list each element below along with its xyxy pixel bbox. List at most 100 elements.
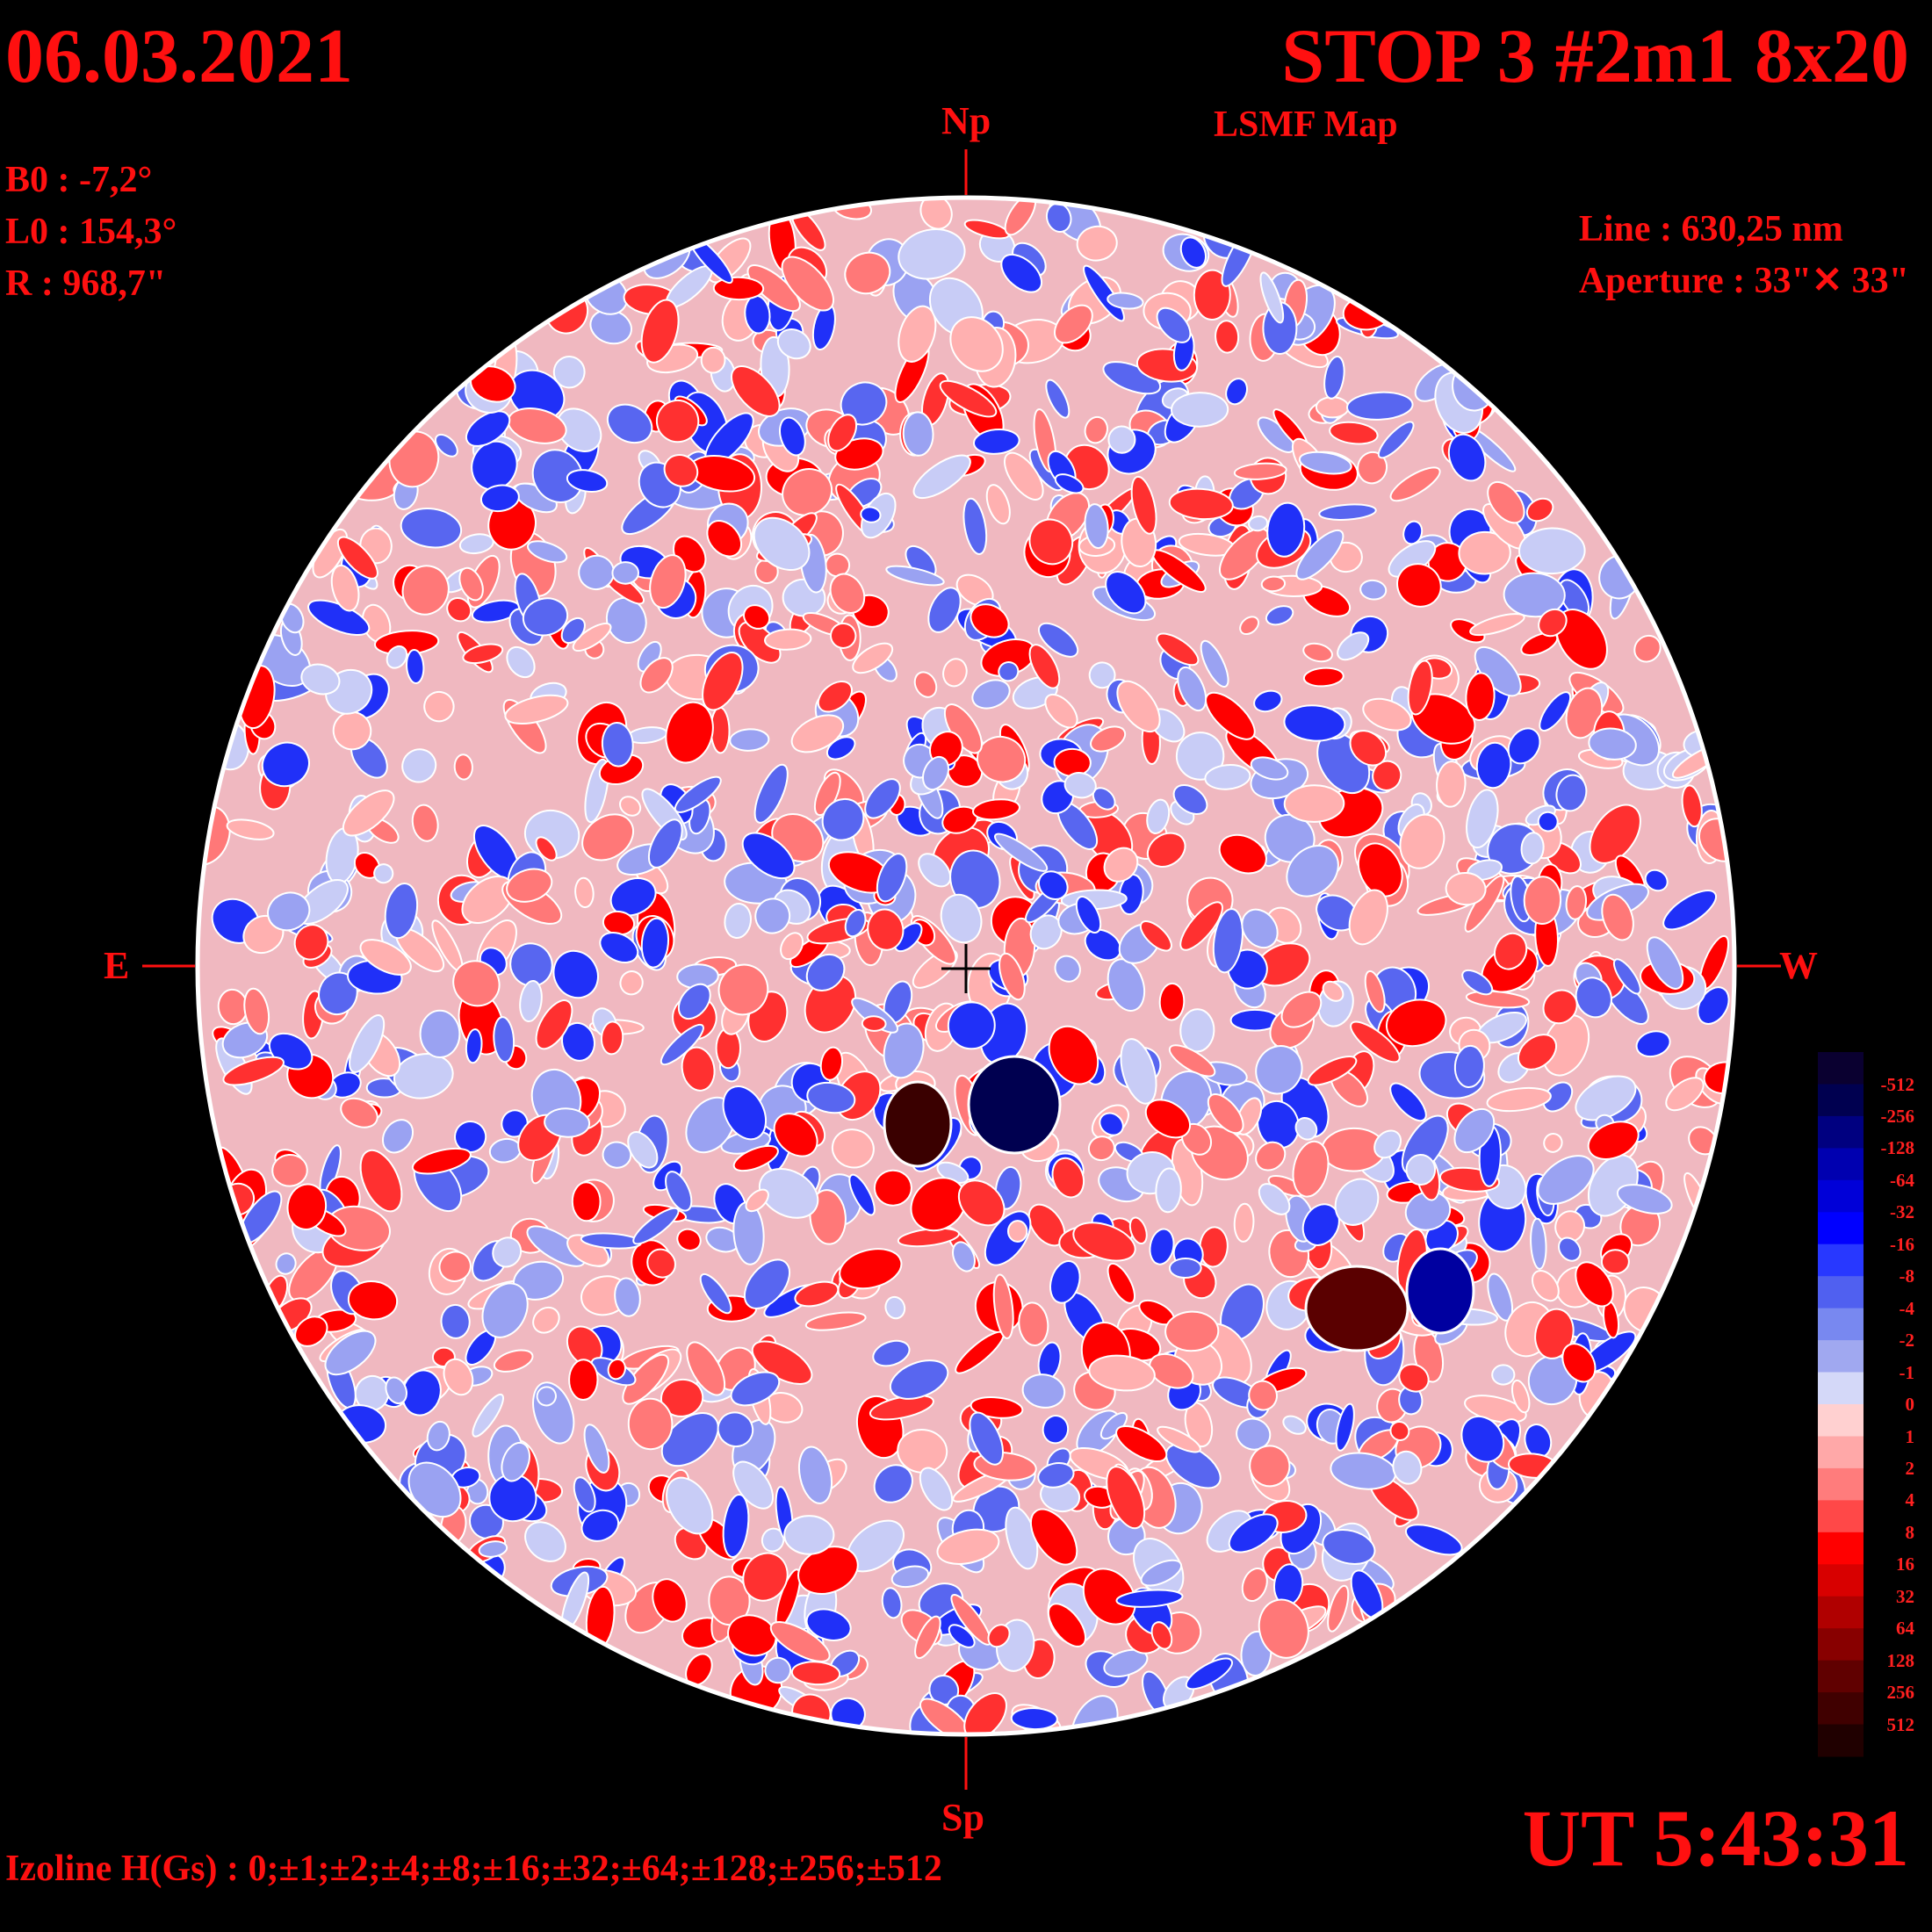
field-patch xyxy=(919,1698,971,1734)
field-patch xyxy=(1076,225,1118,262)
map-title: STOP 3 #2m1 8x20 xyxy=(1281,14,1909,99)
field-patch xyxy=(1507,727,1541,765)
field-patch xyxy=(1258,1183,1291,1215)
field-patch xyxy=(861,1015,887,1032)
field-patch xyxy=(1239,616,1260,636)
field-patch xyxy=(492,1236,523,1268)
field-patch xyxy=(572,622,612,652)
scale-label: -8 xyxy=(1899,1265,1915,1287)
field-patch xyxy=(627,1131,659,1169)
field-patch xyxy=(465,410,511,447)
field-patch xyxy=(1538,608,1568,638)
field-patch xyxy=(471,440,518,491)
west-label: W xyxy=(1779,944,1818,987)
scale-swatch xyxy=(1818,1660,1864,1693)
field-patch xyxy=(1302,642,1333,663)
field-patch xyxy=(504,694,569,725)
field-patch xyxy=(1398,1363,1430,1393)
field-patch xyxy=(873,1169,912,1207)
scale-swatch xyxy=(1818,1372,1864,1405)
field-patch xyxy=(936,1528,1000,1565)
field-patch xyxy=(1364,970,1386,1013)
field-patch xyxy=(724,902,753,940)
field-patch xyxy=(731,365,781,417)
field-patch xyxy=(1453,1044,1485,1088)
field-patch xyxy=(1555,774,1588,812)
field-patch xyxy=(271,1153,308,1187)
field-patch xyxy=(472,1393,504,1438)
field-patch xyxy=(1565,885,1588,920)
field-patch xyxy=(1149,1352,1194,1389)
field-patch xyxy=(1257,1099,1300,1150)
scale-swatch xyxy=(1818,1596,1864,1629)
field-patch xyxy=(1539,691,1572,732)
field-patch xyxy=(700,346,726,374)
disk-center-crosshair xyxy=(941,944,991,993)
field-patch xyxy=(1510,1379,1531,1414)
field-patch xyxy=(764,1656,792,1684)
field-patch xyxy=(676,1228,702,1251)
field-patch xyxy=(300,663,341,696)
field-patch xyxy=(1054,304,1093,344)
field-patch xyxy=(1103,1648,1149,1678)
field-patch xyxy=(1258,1598,1309,1659)
sunspot-region xyxy=(1405,1247,1475,1335)
field-patch xyxy=(1436,761,1467,808)
field-patch xyxy=(1177,666,1208,712)
field-patch xyxy=(1646,936,1684,990)
field-patch xyxy=(1215,320,1240,354)
field-patch xyxy=(712,276,765,301)
scale-swatch xyxy=(1818,1340,1864,1373)
field-patch xyxy=(1228,1513,1279,1554)
field-patch xyxy=(790,714,845,753)
scale-swatch xyxy=(1818,1084,1864,1117)
field-patch xyxy=(481,1282,529,1338)
field-patch xyxy=(1372,760,1402,791)
field-patch xyxy=(919,1467,954,1511)
field-patch xyxy=(1157,1425,1201,1453)
field-patch xyxy=(349,1014,386,1073)
field-patch xyxy=(1357,842,1403,898)
field-patch xyxy=(1128,1216,1148,1245)
field-patch xyxy=(912,454,971,500)
field-patch xyxy=(1103,847,1139,883)
field-patch xyxy=(717,963,769,1016)
field-patch xyxy=(1357,451,1388,485)
field-patch xyxy=(972,798,1020,821)
field-patch xyxy=(465,1028,483,1064)
field-patch xyxy=(462,643,504,665)
field-patch xyxy=(732,1144,779,1172)
field-patch xyxy=(764,628,812,651)
field-patch xyxy=(1233,1202,1255,1243)
field-patch xyxy=(1322,980,1344,1002)
field-patch xyxy=(1088,661,1116,689)
field-patch xyxy=(406,649,425,684)
field-patch xyxy=(649,554,687,609)
field-patch xyxy=(561,1021,595,1062)
field-patch xyxy=(1164,1443,1222,1489)
field-patch xyxy=(985,484,1011,525)
field-patch xyxy=(663,454,699,487)
field-patch xyxy=(267,891,311,932)
observation-date: 06.03.2021 xyxy=(5,14,353,99)
scale-label: -1 xyxy=(1899,1361,1915,1383)
field-patch xyxy=(524,1521,566,1562)
field-patch xyxy=(1158,982,1186,1021)
l0-value: L0 : 154,3° xyxy=(5,212,177,252)
field-patch xyxy=(493,1016,515,1063)
field-patch xyxy=(1205,691,1256,740)
field-patch xyxy=(1241,1567,1268,1603)
field-patch xyxy=(1107,292,1144,310)
field-patch xyxy=(599,932,639,963)
field-patch xyxy=(536,1386,557,1407)
field-patch xyxy=(1286,845,1339,898)
field-patch xyxy=(1307,1056,1358,1086)
field-patch xyxy=(552,949,599,999)
field-patch xyxy=(1346,391,1414,421)
field-patch xyxy=(1155,1167,1182,1214)
field-patch xyxy=(426,1420,451,1452)
field-patch xyxy=(1179,901,1223,951)
field-patch xyxy=(1460,1415,1505,1463)
field-patch xyxy=(600,1020,624,1056)
